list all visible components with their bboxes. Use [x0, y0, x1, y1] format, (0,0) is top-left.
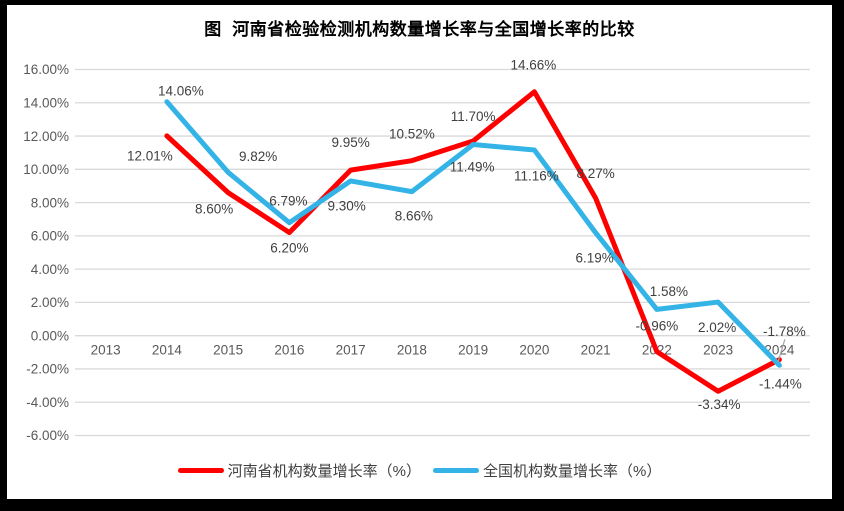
data-label-national: 8.66%: [395, 208, 433, 223]
y-tick-label: -2.00%: [26, 362, 69, 377]
x-category-label: 2014: [152, 343, 183, 358]
x-category-label: 2018: [397, 343, 427, 358]
x-category-label: 2017: [336, 343, 366, 358]
x-category-label: 2020: [519, 343, 549, 358]
data-label-national: 6.19%: [575, 250, 613, 265]
line-chart: 16.00% 14.00% 12.00% 10.00% 8.00% 6.00% 4.00% 2…: [23, 58, 810, 443]
y-tick-label: 12.00%: [23, 129, 69, 144]
chart-title: 图 河南省检验检测机构数量增长率与全国增长率的比较: [204, 20, 635, 39]
series-line-henan: [164, 89, 782, 394]
legend-line-sample-red: [177, 468, 224, 473]
y-tick-label: 2.00%: [31, 295, 69, 310]
x-category-label: 2024: [764, 343, 795, 358]
data-label-henan: 8.60%: [195, 201, 233, 216]
data-label-henan: 8.27%: [576, 166, 614, 181]
x-category-label: 2013: [91, 343, 121, 358]
y-tick-label: 4.00%: [31, 262, 69, 277]
data-label-national: -1.78%: [763, 324, 806, 339]
data-label-national: 11.49%: [450, 159, 495, 174]
y-tick-label: 16.00%: [23, 62, 69, 77]
y-tick-label: 14.00%: [23, 95, 69, 110]
x-category-label: 2016: [274, 343, 304, 358]
y-tick-label: 10.00%: [23, 162, 69, 177]
chart-page: 图 河南省检验检测机构数量增长率与全国增长率的比较 16.00% 14.00% 12…: [7, 5, 832, 499]
data-label-henan: 10.52%: [389, 126, 435, 141]
legend-item-henan: 河南省机构数量增长率（%）: [177, 460, 421, 481]
data-label-henan: 11.70%: [451, 109, 496, 124]
data-label-national: 14.06%: [158, 83, 204, 98]
y-tick-label: 0.00%: [31, 328, 69, 343]
data-label-henan: -1.44%: [759, 376, 802, 391]
legend-item-national: 全国机构数量增长率（%）: [433, 460, 661, 481]
y-tick-label: -6.00%: [26, 428, 69, 443]
data-label-national: 2.02%: [698, 320, 736, 335]
data-label-national: 9.30%: [327, 199, 365, 214]
data-label-henan: 9.95%: [331, 135, 369, 150]
series-line-national: [164, 99, 782, 368]
data-label-henan: -0.96%: [635, 318, 678, 333]
chart-legend: 河南省机构数量增长率（%） 全国机构数量增长率（%）: [7, 460, 832, 481]
data-label-national: 6.79%: [269, 193, 307, 208]
x-category-label: 2019: [458, 343, 488, 358]
x-category-label: 2021: [581, 343, 611, 358]
data-label-henan: -3.34%: [698, 397, 741, 412]
y-tick-label: -4.00%: [26, 395, 69, 410]
data-label-national: 9.82%: [239, 149, 277, 164]
legend-label-henan: 河南省机构数量增长率（%）: [227, 463, 421, 480]
legend-label-national: 全国机构数量增长率（%）: [483, 463, 662, 480]
data-label-henan: 6.20%: [270, 240, 308, 255]
data-label-national: 1.58%: [650, 284, 688, 299]
data-label-national: 11.16%: [514, 169, 559, 184]
y-tick-label: 8.00%: [31, 195, 69, 210]
y-tick-label: 6.00%: [31, 229, 69, 244]
data-label-henan: 14.66%: [510, 58, 556, 73]
legend-line-sample-blue: [433, 468, 479, 473]
x-category-label: 2015: [213, 343, 243, 358]
x-category-label: 2023: [703, 343, 733, 358]
data-label-leader-line: [777, 339, 786, 363]
data-label-henan: 12.01%: [127, 149, 173, 164]
